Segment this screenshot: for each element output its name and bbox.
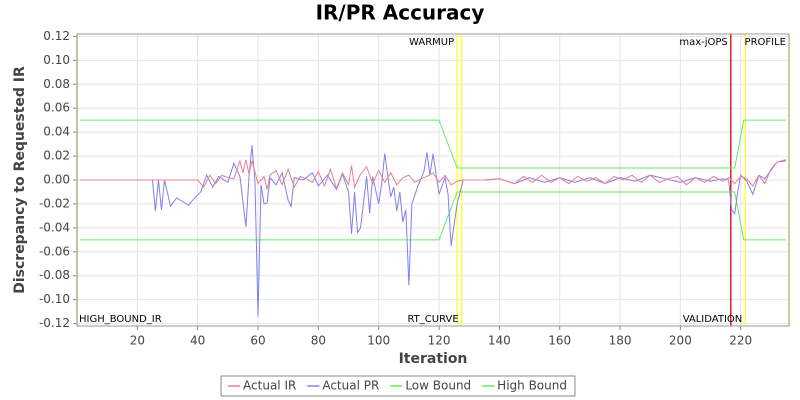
x-tick-label: 120 xyxy=(428,334,451,348)
chart-title: IR/PR Accuracy xyxy=(316,1,485,25)
x-tick-label: 180 xyxy=(609,334,632,348)
y-tick-label: 0.06 xyxy=(43,101,70,115)
x-axis-label: Iteration xyxy=(399,351,468,367)
x-tick-label: 160 xyxy=(548,334,571,348)
series-line xyxy=(80,145,787,317)
x-tick-label: 80 xyxy=(311,334,326,348)
legend-box xyxy=(220,375,576,397)
x-tick-label: 140 xyxy=(488,334,511,348)
marker-label: RT_CURVE xyxy=(407,314,458,325)
y-axis-label: Discrepancy to Requested IR xyxy=(12,66,28,294)
x-tick-label: 60 xyxy=(250,334,265,348)
y-tick-label: -0.06 xyxy=(39,244,70,258)
marker-label: PROFILE xyxy=(745,37,786,48)
legend-label: Low Bound xyxy=(405,379,471,393)
legend-label: Actual PR xyxy=(322,379,379,393)
series-line xyxy=(80,191,786,241)
series-line xyxy=(80,159,787,190)
plot-border xyxy=(76,33,790,327)
y-tick-label: 0.08 xyxy=(43,77,70,91)
legend-label: High Bound xyxy=(497,379,567,393)
legend-label: Actual IR xyxy=(243,379,296,393)
x-tick-label: 200 xyxy=(669,334,692,348)
legend: Actual IR Actual PR Low Bound High Bound xyxy=(220,375,576,397)
marker-label: WARMUP xyxy=(409,37,454,48)
x-tick-label: 40 xyxy=(190,334,205,348)
marker-label: max-jOPS xyxy=(679,37,727,48)
y-tick-label: -0.08 xyxy=(39,268,70,282)
y-tick-label: 0.10 xyxy=(43,53,70,67)
y-tick-label: -0.12 xyxy=(39,316,70,330)
x-tick-label: 100 xyxy=(367,334,390,348)
y-tick-label: 0.00 xyxy=(43,173,70,187)
y-tick-label: 0.04 xyxy=(43,125,70,139)
x-tick-label: 20 xyxy=(130,334,145,348)
y-tick-label: -0.10 xyxy=(39,292,70,306)
x-tick-label: 220 xyxy=(729,334,752,348)
y-tick-label: -0.04 xyxy=(39,220,70,234)
y-tick-label: 0.02 xyxy=(43,149,70,163)
y-tick-label: 0.12 xyxy=(43,29,70,43)
y-tick-label: -0.02 xyxy=(39,196,70,210)
marker-label: HIGH_BOUND_IR xyxy=(79,314,162,325)
marker-label: VALIDATION xyxy=(683,314,743,325)
series-line xyxy=(80,119,786,169)
